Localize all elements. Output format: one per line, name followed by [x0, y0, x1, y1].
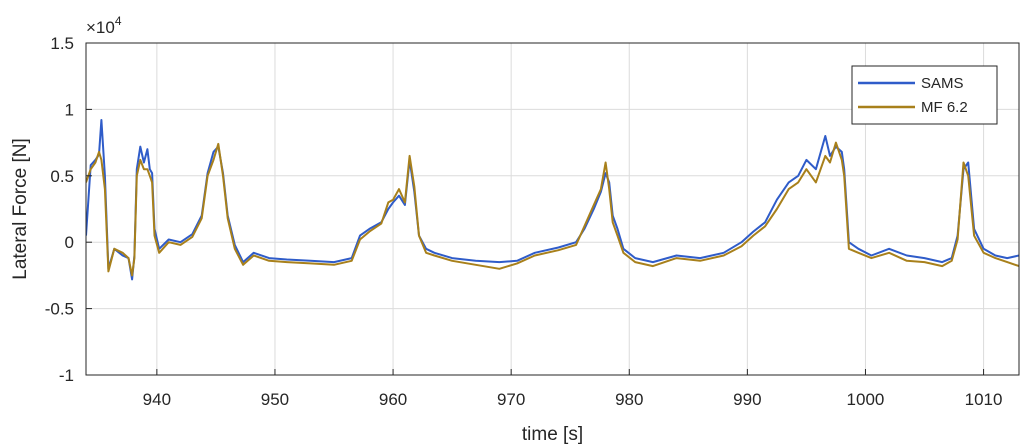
- y-exponent-power: 4: [115, 14, 122, 28]
- x-tick-label-970: 970: [497, 390, 525, 409]
- legend-label-sams: SAMS: [921, 75, 964, 92]
- x-tick-label-950: 950: [261, 390, 289, 409]
- series-line-mf62: [86, 141, 1019, 277]
- x-tick-label-990: 990: [733, 390, 761, 409]
- y-tick-label-5: 1.5: [50, 34, 74, 53]
- x-axis-title: time [s]: [522, 424, 583, 445]
- y-tick-label-0: -1: [59, 366, 74, 385]
- x-tick-label-1000: 1000: [847, 390, 885, 409]
- y-tick-label-3: 0.5: [50, 167, 74, 186]
- axis-ticks: 940 950 960 970 980 990 1000 1010 -1 -0.5 0 0.5 1 1.5: [45, 34, 1003, 409]
- y-axis-title: Lateral Force [N]: [10, 138, 31, 280]
- legend-label-mf62: MF 6.2: [921, 99, 968, 116]
- series-line-sams: [86, 119, 1019, 281]
- y-axis-exponent-label: ×104: [86, 14, 122, 37]
- y-tick-label-4: 1: [65, 100, 74, 119]
- y-tick-label-2: 0: [65, 233, 74, 252]
- legend: SAMS MF 6.2: [851, 65, 998, 125]
- x-tick-label-960: 960: [379, 390, 407, 409]
- series-lines: [86, 119, 1019, 281]
- x-tick-label-940: 940: [143, 390, 171, 409]
- y-tick-label-1: -0.5: [45, 300, 74, 319]
- x-tick-label-1010: 1010: [965, 390, 1003, 409]
- plot-area-frame: [85, 42, 1020, 376]
- legend-box: [851, 65, 998, 125]
- x-tick-label-980: 980: [615, 390, 643, 409]
- y-exponent-base: ×10: [86, 18, 115, 37]
